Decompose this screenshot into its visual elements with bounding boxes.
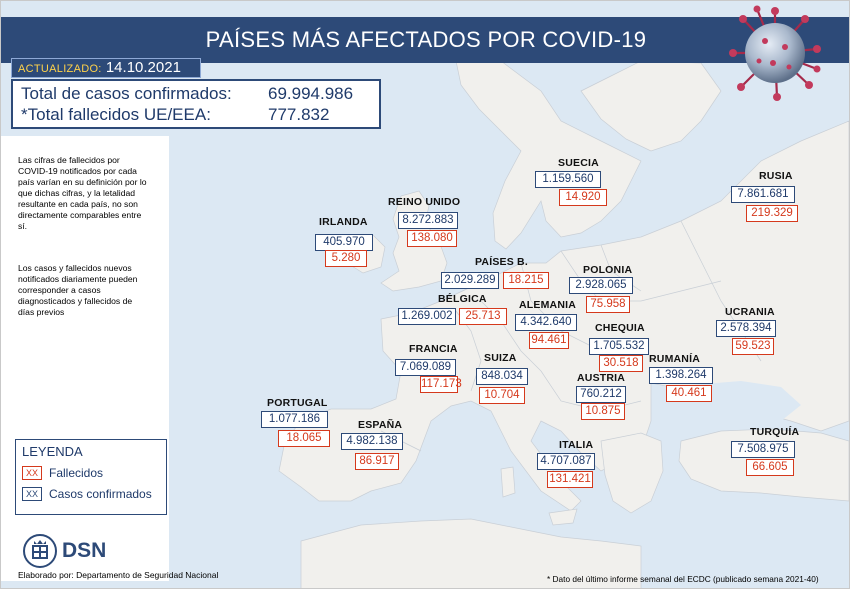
cases-suiza: 848.034 — [476, 368, 528, 385]
coronavirus-icon — [729, 5, 821, 101]
deaths-ucrania: 59.523 — [732, 338, 774, 355]
credit-text: Elaborado por: Departamento de Seguridad… — [18, 570, 219, 580]
dsn-logo: DSN — [23, 534, 106, 568]
cases-italia: 4.707.087 — [537, 453, 595, 470]
total-deaths-label: *Total fallecidos UE/EEA: — [21, 105, 211, 124]
country-name-rusia: RUSIA — [759, 170, 793, 182]
country-name-belgica: BÉLGICA — [438, 293, 487, 305]
country-name-suecia: SUECIA — [558, 157, 599, 169]
legend-title: LEYENDA — [22, 444, 83, 459]
total-cases-value: 69.994.986 — [268, 84, 354, 103]
cases-reino-unido: 8.272.883 — [398, 212, 458, 229]
total-cases-row: Total de casos confirmados: 69.994.986 — [21, 83, 371, 104]
legend: LEYENDA XX Fallecidos XX Casos confirmad… — [15, 439, 167, 515]
deaths-polonia: 75.958 — [586, 296, 630, 313]
totals-box: Total de casos confirmados: 69.994.986 *… — [11, 79, 381, 129]
deaths-portugal: 18.065 — [278, 430, 330, 447]
sardinia-land — [500, 466, 516, 498]
balkans-land — [600, 432, 664, 514]
cases-paises-bajos: 2.029.289 — [441, 272, 499, 289]
footnote: * Dato del último informe semanal del EC… — [547, 574, 819, 584]
country-name-polonia: POLONIA — [583, 264, 633, 276]
finland-land — [580, 60, 722, 152]
country-name-paises-bajos: PAÍSES B. — [475, 256, 528, 268]
deaths-belgica: 25.713 — [459, 308, 507, 325]
cases-alemania: 4.342.640 — [515, 314, 577, 331]
coat-of-arms-icon — [23, 534, 57, 568]
country-name-rumania: RUMANÍA — [649, 353, 700, 365]
deaths-rumania: 40.461 — [666, 385, 712, 402]
header-bar — [1, 17, 849, 63]
legend-deaths-label: Fallecidos — [49, 466, 104, 480]
country-name-alemania: ALEMANIA — [519, 299, 577, 311]
total-cases-label: Total de casos confirmados: — [21, 84, 232, 103]
country-name-italia: ITALIA — [559, 439, 594, 451]
cases-rusia: 7.861.681 — [731, 186, 795, 203]
updated-date-badge: ACTUALIZADO: 14.10.2021 — [11, 58, 201, 78]
cases-rumania: 1.398.264 — [649, 367, 713, 384]
legend-item-cases: XX Casos confirmados — [22, 487, 160, 501]
cases-turquia: 7.508.975 — [731, 441, 795, 458]
deaths-reino-unido: 138.080 — [407, 230, 457, 247]
country-name-portugal: PORTUGAL — [267, 397, 328, 409]
country-name-suiza: SUIZA — [484, 352, 517, 364]
cases-irlanda: 405.970 — [315, 234, 373, 251]
cases-ucrania: 2.578.394 — [716, 320, 776, 337]
deaths-suecia: 14.920 — [559, 189, 607, 206]
page-title: PAÍSES MÁS AFECTADOS POR COVID-19 — [205, 27, 647, 52]
cases-suecia: 1.159.560 — [535, 171, 601, 188]
cases-chequia: 1.705.532 — [589, 338, 649, 355]
legend-deaths-swatch: XX — [22, 466, 42, 480]
legend-cases-swatch: XX — [22, 487, 42, 501]
country-name-austria: AUSTRIA — [577, 372, 626, 384]
deaths-alemania: 94.461 — [529, 332, 569, 349]
deaths-francia: 117.173 — [420, 376, 462, 393]
cases-espana: 4.982.138 — [341, 433, 403, 450]
country-name-ucrania: UCRANIA — [725, 306, 775, 318]
deaths-italia: 131.421 — [547, 471, 593, 488]
sicily-land — [548, 508, 578, 526]
country-name-chequia: CHEQUIA — [595, 322, 645, 334]
updated-label: ACTUALIZADO: — [18, 63, 102, 75]
country-name-turquia: TURQUÍA — [750, 426, 800, 438]
black-sea — [687, 381, 801, 425]
legend-item-deaths: XX Fallecidos — [22, 466, 160, 480]
north-africa-land — [300, 518, 642, 588]
deaths-paises-bajos: 18.215 — [503, 272, 549, 289]
note-deaths-definition: Las cifras de fallecidos por COVID-19 no… — [18, 155, 147, 231]
total-deaths-row: *Total fallecidos UE/EEA: 777.832 — [21, 104, 371, 125]
country-name-espana: ESPAÑA — [358, 419, 403, 431]
note-reporting-delay: Los casos y fallecidos nuevos notificado… — [18, 263, 138, 317]
deaths-irlanda: 5.280 — [325, 250, 367, 267]
cases-francia: 7.069.089 — [395, 359, 456, 376]
deaths-rusia: 219.329 — [746, 205, 798, 222]
cases-belgica: 1.269.002 — [398, 308, 456, 325]
cases-portugal: 1.077.186 — [261, 411, 328, 428]
deaths-turquia: 66.605 — [746, 459, 794, 476]
country-name-francia: FRANCIA — [409, 343, 458, 355]
deaths-chequia: 30.518 — [599, 355, 643, 372]
cases-polonia: 2.928.065 — [569, 277, 633, 294]
dsn-logo-text: DSN — [62, 539, 107, 562]
deaths-espana: 86.917 — [355, 453, 399, 470]
legend-cases-label: Casos confirmados — [49, 487, 152, 501]
deaths-suiza: 10.704 — [479, 387, 525, 404]
deaths-austria: 10.875 — [581, 403, 625, 420]
updated-date: 14.10.2021 — [105, 59, 181, 76]
cases-austria: 760.212 — [576, 386, 626, 403]
country-name-reino-unido: REINO UNIDO — [388, 196, 461, 208]
country-name-irlanda: IRLANDA — [319, 216, 368, 228]
total-deaths-value: 777.832 — [268, 105, 330, 124]
